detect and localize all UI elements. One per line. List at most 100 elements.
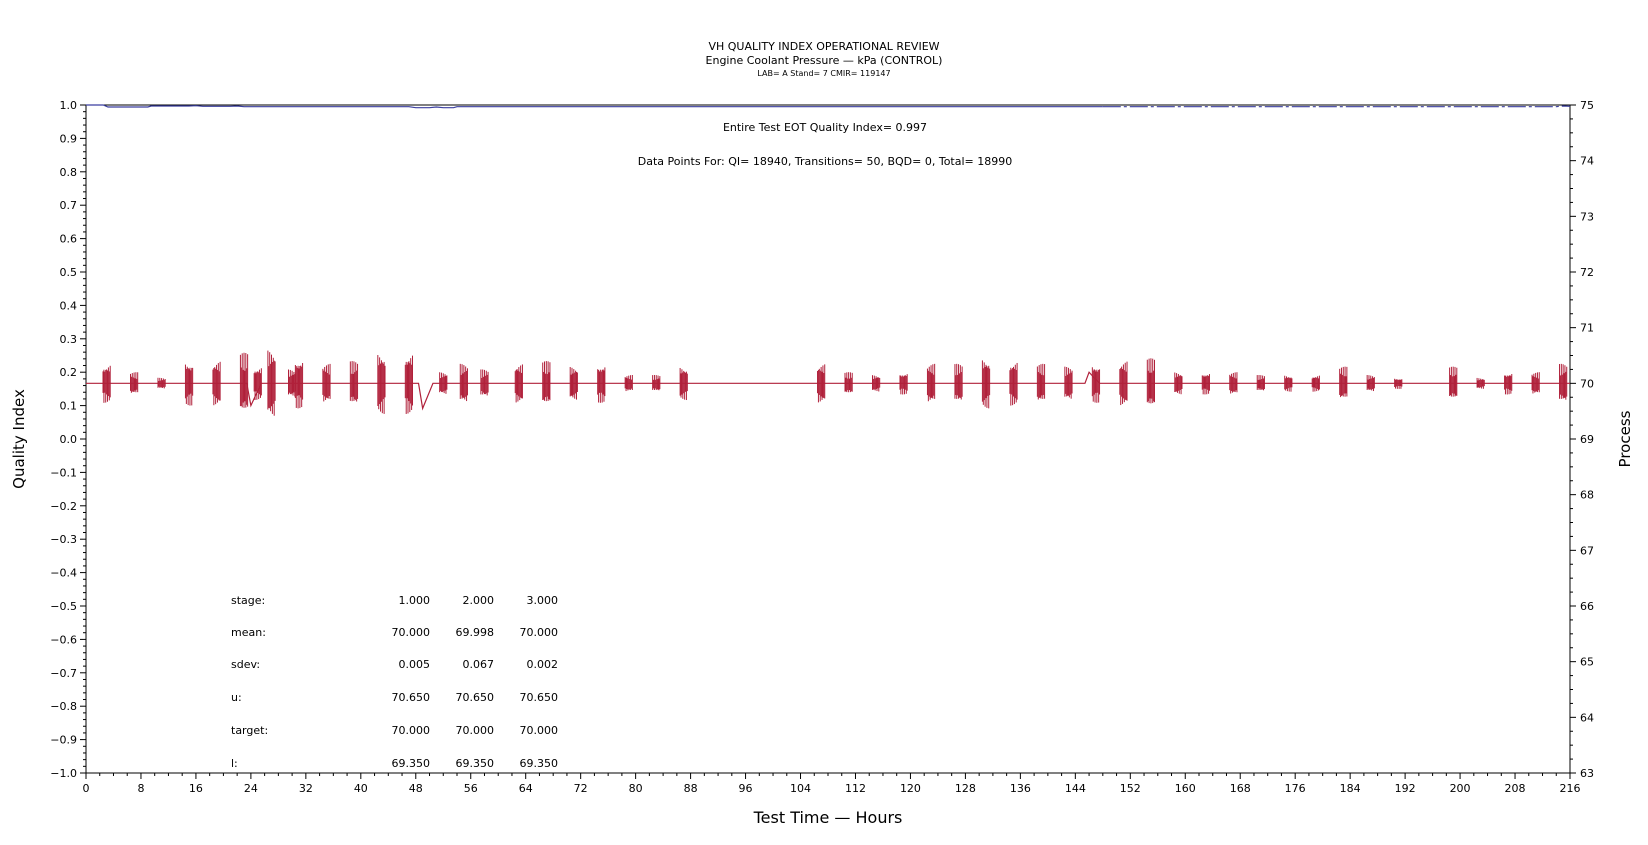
x-tick-label: 176 (1285, 782, 1306, 795)
process-oscillation (542, 361, 551, 402)
x-tick-label: 112 (845, 782, 866, 795)
stats-cell: 3.000 (526, 594, 559, 607)
y-right-tick-label: 69 (1580, 433, 1594, 446)
chart-lab-line: LAB= A Stand= 7 CMIR= 119147 (757, 69, 891, 78)
stats-cell: 70.000 (455, 724, 495, 737)
stats-cell: 70.650 (391, 691, 431, 704)
x-tick-label: 128 (955, 782, 976, 795)
quality-index-line-dashed (1102, 105, 1571, 108)
process-oscillation (1311, 375, 1320, 392)
qi-annotation: Entire Test EOT Quality Index= 0.997 (722, 121, 928, 134)
x-tick-label: 32 (299, 782, 313, 795)
x-tick-label: 144 (1065, 782, 1086, 795)
x-tick-label: 56 (464, 782, 478, 795)
stats-cell: 0.005 (398, 658, 431, 671)
process-oscillation (1036, 363, 1046, 400)
process-oscillation (514, 364, 523, 403)
y-left-tick-label: −0.2 (50, 500, 77, 513)
stats-cell: 70.650 (519, 691, 559, 704)
quality-index-line (86, 104, 1103, 109)
x-tick-label: 120 (900, 782, 921, 795)
y-left-tick-label: −0.6 (50, 633, 77, 646)
process-oscillation (129, 372, 139, 393)
stats-cell: 70.000 (391, 626, 431, 639)
y-left-tick-label: 0.2 (60, 366, 78, 379)
y-left-axis-title: Quality Index (10, 389, 28, 489)
x-tick-label: 104 (790, 782, 811, 795)
y-left-tick-label: 1.0 (60, 99, 78, 112)
stats-row-label: u: (231, 691, 242, 704)
x-tick-label: 24 (244, 782, 258, 795)
y-right-tick-label: 72 (1580, 266, 1594, 279)
stats-cell: 70.000 (391, 724, 431, 737)
stats-row-label: target: (231, 724, 269, 737)
y-left-tick-label: 0.3 (60, 333, 78, 346)
x-tick-label: 0 (83, 782, 90, 795)
process-oscillation (1394, 378, 1403, 389)
x-tick-label: 8 (137, 782, 144, 795)
x-tick-label: 16 (189, 782, 203, 795)
process-oscillation (288, 369, 297, 397)
x-tick-label: 184 (1340, 782, 1361, 795)
process-oscillation (954, 363, 963, 400)
plot-frame (85, 104, 1571, 774)
process-oscillation (1504, 374, 1513, 395)
x-tick-label: 136 (1010, 782, 1031, 795)
process-oscillation (1229, 372, 1238, 394)
x-tick-label: 48 (409, 782, 423, 795)
process-oscillation (1531, 372, 1540, 394)
stats-cell: 70.650 (455, 691, 495, 704)
process-oscillation (157, 377, 166, 389)
process-oscillation (1449, 366, 1458, 397)
process-oscillation (294, 363, 304, 409)
y-left-tick-label: −0.3 (50, 533, 77, 546)
stats-cell: 0.002 (526, 658, 559, 671)
x-tick-label: 168 (1230, 782, 1251, 795)
y-left-tick-label: −0.4 (50, 567, 77, 580)
x-tick-label: 88 (684, 782, 698, 795)
stats-cell: 69.350 (455, 757, 495, 770)
stats-row-label: sdev: (231, 658, 261, 671)
process-oscillation (212, 361, 221, 406)
stats-cell: 69.350 (391, 757, 431, 770)
process-oscillation (1559, 363, 1568, 400)
process-oscillation (239, 352, 249, 408)
process-oscillation (844, 372, 853, 393)
x-tick-label: 40 (354, 782, 368, 795)
y-left-tick-label: 0.0 (60, 433, 78, 446)
y-left-tick-label: 0.6 (60, 233, 78, 246)
process-oscillation (267, 350, 276, 416)
stats-cell: 69.998 (455, 626, 495, 639)
y-right-tick-label: 73 (1580, 210, 1594, 223)
process-oscillation (871, 375, 881, 392)
process-oscillation (899, 374, 908, 395)
stats-cell: 70.000 (519, 626, 559, 639)
stats-cell: 0.067 (462, 658, 495, 671)
process-oscillation (1174, 372, 1183, 395)
x-tick-label: 152 (1120, 782, 1141, 795)
y-left-tick-label: 0.8 (60, 166, 78, 179)
stats-cell: 69.350 (519, 757, 559, 770)
y-right-tick-label: 64 (1580, 711, 1594, 724)
x-tick-label: 96 (739, 782, 753, 795)
process-oscillation (597, 367, 606, 403)
y-right-tick-label: 63 (1580, 767, 1594, 780)
x-tick-label: 208 (1505, 782, 1526, 795)
process-oscillation (459, 363, 468, 402)
y-left-tick-label: 0.1 (60, 400, 78, 413)
y-right-axis-title: Process (1616, 410, 1634, 467)
x-tick-label: 216 (1560, 782, 1581, 795)
y-left-tick-label: −0.1 (50, 466, 77, 479)
process-series-line (86, 371, 1570, 411)
y-left-tick-label: −1.0 (50, 767, 77, 780)
y-left-tick-label: 0.9 (60, 132, 78, 145)
process-oscillation (1201, 374, 1210, 395)
process-oscillation (1009, 362, 1018, 406)
chart-title: VH QUALITY INDEX OPERATIONAL REVIEW (708, 40, 940, 53)
process-oscillation (1366, 374, 1375, 392)
y-right-tick-label: 74 (1580, 155, 1594, 168)
x-tick-label: 64 (519, 782, 533, 795)
chart-subtitle: Engine Coolant Pressure — kPa (CONTROL) (705, 54, 943, 67)
process-oscillation (322, 363, 331, 402)
